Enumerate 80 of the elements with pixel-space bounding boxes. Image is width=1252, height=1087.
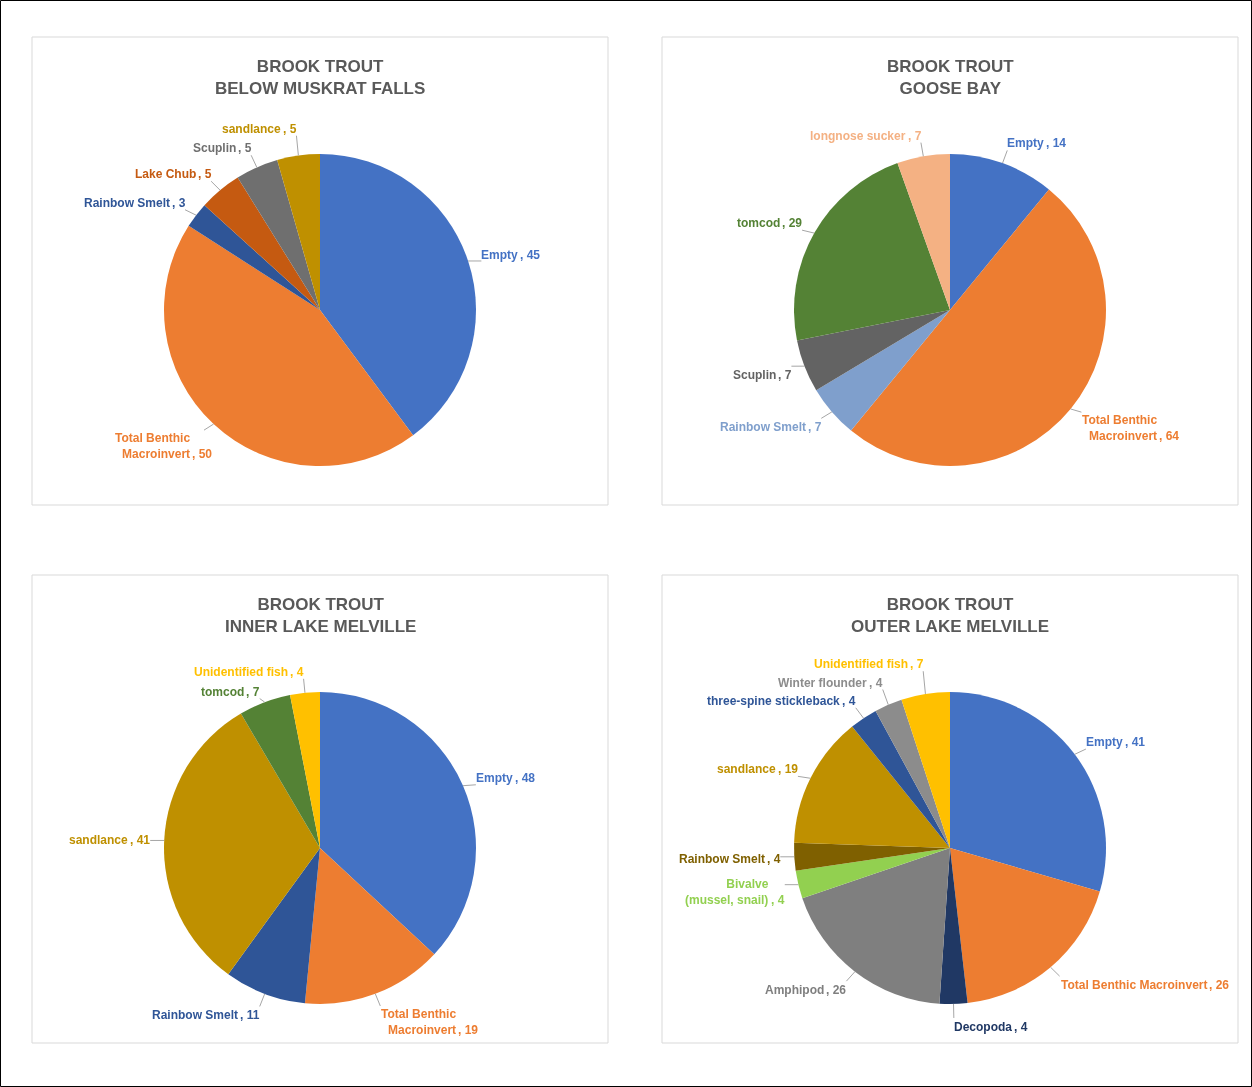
data-label: , 4	[767, 852, 781, 866]
data-label: , 4	[842, 694, 856, 708]
data-label: , 7	[908, 129, 922, 143]
pie-slice	[875, 699, 950, 848]
pie-slice	[950, 154, 1049, 310]
slice-label: Scuplin	[733, 368, 777, 382]
slice-label: Unidentified fish	[194, 665, 288, 679]
data-label: , 26	[1209, 978, 1230, 992]
pie-slice	[901, 692, 950, 848]
data-label: , 48	[515, 771, 536, 785]
data-label: , 7	[246, 685, 260, 699]
slice-label: sandlance	[69, 833, 129, 847]
slice-label: Total Benthic Macroinvert	[115, 431, 191, 461]
slice-label: Rainbow Smelt	[720, 420, 807, 434]
data-label: , 7	[778, 368, 792, 382]
slice-label: Empty	[476, 771, 513, 785]
slice-label: Rainbow Smelt	[679, 852, 766, 866]
pie-slice	[852, 710, 950, 848]
data-label: , 3	[172, 196, 186, 210]
data-label: , 41	[1125, 735, 1146, 749]
slice-label: Empty	[481, 248, 518, 262]
pie-slice	[164, 713, 320, 975]
data-label: , 11	[240, 1008, 260, 1022]
slice-label: Decopoda	[954, 1020, 1013, 1034]
slice-label: tomcod	[201, 685, 245, 699]
slice-label: Lake Chub	[135, 167, 197, 181]
pie-slice	[240, 694, 320, 848]
data-label: , 26	[826, 983, 847, 997]
slice-label: sandlance	[222, 122, 282, 136]
pie-slice	[794, 842, 950, 871]
pie-slice	[204, 177, 320, 310]
pie-slice	[320, 692, 476, 955]
slice-label: Empty	[1086, 735, 1123, 749]
pie-slice	[188, 205, 320, 310]
slice-label: tomcod	[737, 216, 781, 230]
slice-label: Bivalve (mussel, snail)	[685, 877, 769, 907]
slice-label: longnose sucker	[810, 129, 906, 143]
pie-slice	[304, 848, 435, 1004]
slice-label: three-spine stickleback	[707, 694, 841, 708]
chart-title: BROOK TROUT BELOW MUSKRAT FALLS	[215, 57, 426, 99]
data-label: , 64	[1159, 429, 1180, 443]
chart-title: BROOK TROUT GOOSE BAY	[887, 57, 1015, 99]
pie-slice	[228, 848, 320, 1004]
pie-slice	[897, 154, 950, 310]
data-label: , 4	[1014, 1020, 1028, 1034]
pie-slice	[277, 154, 320, 310]
data-label: , 4	[869, 676, 883, 690]
data-label: , 7	[910, 657, 924, 671]
data-label: , 29	[782, 216, 803, 230]
pie-slice	[797, 310, 950, 391]
data-label: , 50	[192, 447, 213, 461]
data-label: , 4	[771, 893, 785, 907]
chart-title: BROOK TROUT INNER LAKE MELVILLE	[225, 595, 417, 637]
slice-label: Amphipod	[765, 983, 825, 997]
data-label: , 45	[520, 248, 541, 262]
data-label: , 19	[778, 762, 799, 776]
data-label: , 41	[130, 833, 151, 847]
pie-slice	[795, 848, 950, 899]
pie-slice	[290, 692, 320, 848]
data-label: , 5	[283, 122, 297, 136]
chart-title: BROOK TROUT OUTER LAKE MELVILLE	[851, 595, 1050, 637]
data-label: , 14	[1046, 136, 1067, 150]
pie-slice	[237, 159, 320, 310]
slice-label: Empty	[1007, 136, 1044, 150]
data-label: , 7	[808, 420, 822, 434]
data-label: , 4	[290, 665, 304, 679]
slice-label: Total Benthic Macroinvert	[381, 1007, 457, 1037]
slice-label: Winter flounder	[778, 676, 867, 690]
slice-label: Total Benthic Macroinvert	[1061, 978, 1208, 992]
data-label: , 19	[458, 1023, 479, 1037]
slice-label: Rainbow Smelt	[84, 196, 171, 210]
data-label: , 5	[238, 141, 252, 155]
pie-slice	[320, 154, 476, 436]
pie-slice	[816, 310, 950, 431]
slice-label: Scuplin	[193, 141, 237, 155]
slice-label: Unidentified fish	[814, 657, 908, 671]
data-label: , 5	[198, 167, 212, 181]
slice-label: sandlance	[717, 762, 777, 776]
slice-label: Total Benthic Macroinvert	[1082, 413, 1158, 443]
slice-label: Rainbow Smelt	[152, 1008, 239, 1022]
